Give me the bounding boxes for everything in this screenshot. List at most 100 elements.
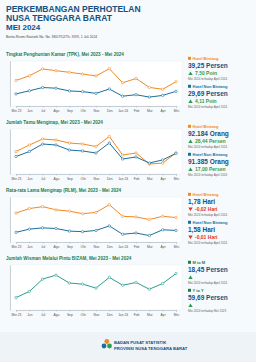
x-tick-label: Des <box>107 177 113 181</box>
series-point <box>41 278 43 280</box>
series-point <box>15 79 17 81</box>
x-tick-mark <box>16 174 17 176</box>
x-tick-mark <box>43 242 44 244</box>
x-tick-label: Mei 23 <box>12 245 22 249</box>
series-point <box>68 282 70 284</box>
x-axis: Mei 23JunJulAguSepOktNovDesJan 24FebMarA… <box>12 242 180 249</box>
x-tick: Jul <box>41 310 45 317</box>
x-tick-mark <box>149 174 150 176</box>
series-point <box>135 152 137 154</box>
x-axis-line <box>17 311 177 312</box>
legend-swatch <box>188 57 191 60</box>
series-point <box>161 162 163 164</box>
x-tick-mark <box>56 106 57 108</box>
x-tick-mark <box>96 174 97 176</box>
x-tick-mark <box>16 106 17 108</box>
x-tick: Mei 23 <box>12 310 22 317</box>
x-tick-mark <box>176 174 177 176</box>
x-tick-label: Apr <box>161 245 167 249</box>
x-tick-mark <box>43 310 44 312</box>
x-tick-label: Nov <box>94 313 100 317</box>
plot-background <box>10 61 182 106</box>
series-point <box>95 229 97 231</box>
series-point <box>108 68 110 70</box>
x-tick-mark <box>16 310 17 312</box>
x-tick-label: Agu <box>54 245 60 249</box>
x-tick-label: Mar <box>147 245 154 249</box>
x-tick-label: Mei <box>174 109 180 113</box>
x-tick-mark <box>109 310 110 312</box>
x-tick-label: Mei <box>174 245 180 249</box>
direction-arrow <box>188 276 192 280</box>
panel-note: Mei 2024 terhadap April 2024 <box>188 241 228 245</box>
panel-note: Mei 2024 terhadap April 2024 <box>188 281 228 285</box>
series-point <box>55 274 57 276</box>
x-tick-label: Apr <box>161 313 167 317</box>
y-axis <box>10 130 11 175</box>
series-point <box>175 152 177 154</box>
series-point <box>41 86 43 88</box>
x-tick: Mei <box>174 310 180 317</box>
x-axis-line <box>17 107 177 108</box>
logo-part <box>107 344 112 349</box>
x-tick-label: Sep <box>67 245 73 249</box>
series-point <box>95 75 97 77</box>
series-point <box>81 90 83 92</box>
x-tick-mark <box>163 106 164 108</box>
subtitle: Berita Resmi Statistik No. No. 38/07/52/… <box>6 35 97 39</box>
x-tick-mark <box>136 242 137 244</box>
x-tick: Jan 24 <box>118 310 128 317</box>
y-axis <box>10 266 11 311</box>
series-point <box>108 142 110 144</box>
series-line <box>16 273 176 297</box>
panel-value: 39,25 Persen <box>188 62 228 70</box>
series-point <box>175 152 177 154</box>
panel-label: Hotel Non Bintang <box>193 220 228 225</box>
series-point <box>148 218 150 220</box>
series-point <box>148 96 150 98</box>
y-axis-line <box>10 62 11 107</box>
series-point <box>68 90 70 92</box>
series-point <box>28 144 30 146</box>
x-tick-label: Jun <box>27 313 32 317</box>
x-tick-mark <box>83 242 84 244</box>
x-tick-label: Mar <box>147 313 154 317</box>
series-point <box>135 216 137 218</box>
plot-marks <box>15 204 177 237</box>
series-point <box>55 70 57 72</box>
x-tick: Agu <box>54 310 60 317</box>
x-tick: Jul <box>41 174 45 181</box>
series-point <box>28 207 30 209</box>
x-tick-label: Mei <box>174 313 180 317</box>
x-tick-label: Okt <box>81 313 86 317</box>
series-point <box>15 155 17 157</box>
panel-label: Y to Y <box>193 288 205 293</box>
plot-marks <box>15 135 177 165</box>
x-tick-mark <box>29 310 30 312</box>
summary-panel: Hotel Bintang39,25 Persen7,50 PoinMei 20… <box>188 56 228 81</box>
x-tick: Des <box>107 242 113 249</box>
panel-change: -0,02 Hari <box>195 206 218 212</box>
series-point <box>161 159 163 161</box>
x-tick: Mei <box>174 174 180 181</box>
direction-arrow <box>188 168 192 172</box>
summary-panel: Hotel Non Bintang29,69 Persen4,11 PoinMe… <box>188 84 228 109</box>
x-tick-label: Jun <box>27 177 32 181</box>
x-tick-mark <box>43 174 44 176</box>
panel-note: Mei 2024 terhadap April 2024 <box>188 77 228 81</box>
x-tick: Des <box>107 174 113 181</box>
x-tick: Jan 24 <box>118 174 128 181</box>
series-point <box>108 204 110 206</box>
series-point <box>175 229 177 231</box>
x-tick: Mar <box>147 106 154 113</box>
series-point <box>95 145 97 147</box>
panel-change: -0,01 Hari <box>195 234 218 240</box>
x-tick: Mei <box>174 242 180 249</box>
series-point <box>15 212 17 214</box>
x-tick-mark <box>29 174 30 176</box>
x-tick-mark <box>149 310 150 312</box>
footer-text: PROVINSI NUSA TENGGARA BARAT <box>114 346 188 351</box>
x-tick: Mar <box>147 174 154 181</box>
legend-swatch <box>188 221 191 224</box>
x-tick: Feb <box>134 174 140 181</box>
